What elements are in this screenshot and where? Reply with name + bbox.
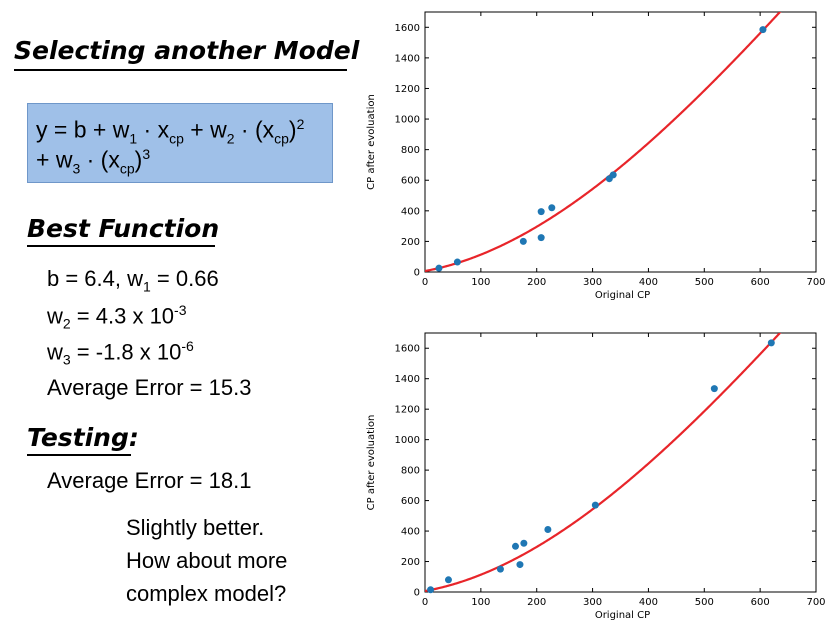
y-tick-label: 1200: [395, 405, 420, 416]
plot-frame: [424, 332, 817, 593]
data-point: [759, 26, 767, 34]
x-tick-label: 100: [471, 597, 490, 608]
y-tick-label: 1400: [395, 374, 420, 385]
data-point: [537, 234, 545, 242]
x-tick-label: 700: [806, 597, 825, 608]
scatter-plot-training: 0 100 200 300 400 500 600 700 0 200 400 600 800 1000 1…: [366, 11, 826, 301]
y-tick-label: 800: [401, 145, 420, 156]
slide-title-underline: [14, 69, 347, 71]
y-tick-label: 600: [401, 176, 420, 187]
x-tick-label: 100: [471, 277, 490, 288]
testing-average-error: Average Error = 18.1: [47, 468, 252, 493]
y-tick-label: 0: [414, 588, 420, 599]
data-point: [453, 258, 461, 266]
x-tick-label: 200: [527, 277, 546, 288]
slide-title: Selecting another Model: [14, 36, 360, 65]
data-point: [427, 586, 435, 594]
best-function-heading: Best Function: [27, 214, 220, 243]
training-average-error: Average Error = 15.3: [47, 375, 252, 400]
data-point: [767, 339, 775, 347]
data-point: [496, 565, 504, 573]
x-tick-label: 700: [806, 277, 825, 288]
x-tick-label: 300: [583, 277, 602, 288]
x-tick-label: 400: [639, 277, 658, 288]
y-tick-label: 800: [401, 466, 420, 477]
data-point: [520, 539, 528, 547]
scatter-plot-testing: 0 100 200 300 400 500 600 700 0 200 400 600 800 1000 1…: [366, 332, 826, 621]
y-tick-label: 200: [401, 237, 420, 248]
x-tick-label: 600: [751, 597, 770, 608]
plot-frame: [424, 11, 817, 273]
x-tick-label: 300: [583, 597, 602, 608]
data-point: [544, 526, 552, 534]
y-tick-label: 1400: [395, 53, 420, 64]
formula-box: y = b + w1 · xcp + w2 · (xcp)2 + w3 · (x…: [27, 103, 333, 183]
y-tick-label: 1600: [395, 23, 420, 34]
testing-underline: [27, 454, 131, 456]
y-tick-label: 1600: [395, 344, 420, 355]
y-tick-label: 1000: [395, 435, 420, 446]
comment-line-2: How about more: [126, 548, 288, 573]
x-tick-label: 500: [695, 277, 714, 288]
x-tick-label: 500: [695, 597, 714, 608]
x-tick-label: 0: [422, 597, 428, 608]
data-point: [609, 171, 617, 179]
data-point: [516, 561, 524, 569]
y-axis-label: CP after evoluation: [366, 94, 377, 190]
data-point: [591, 501, 599, 509]
data-point: [511, 542, 519, 550]
x-tick-label: 400: [639, 597, 658, 608]
x-tick-label: 600: [751, 277, 770, 288]
fit-curve: [425, 333, 782, 592]
y-tick-label: 600: [401, 496, 420, 507]
comment-line-3: complex model?: [126, 581, 287, 606]
comment-line-1: Slightly better.: [126, 515, 265, 540]
x-tick-label: 0: [422, 277, 428, 288]
best-function-underline: [27, 245, 215, 247]
x-axis-label: Original CP: [595, 610, 650, 621]
y-tick-label: 1000: [395, 115, 420, 126]
formula-line-1: y = b + w1 · xcp + w2 · (xcp)2: [36, 116, 305, 147]
data-point: [537, 208, 545, 216]
formula-line-2: + w3 · (xcp)3: [36, 146, 151, 177]
y-tick-label: 1200: [395, 84, 420, 95]
param-w2: w2 = 4.3 x 10-3: [47, 302, 187, 332]
param-w3: w3 = -1.8 x 10-6: [47, 338, 194, 368]
x-tick-label: 200: [527, 597, 546, 608]
x-axis-label: Original CP: [595, 290, 650, 301]
param-b-w1: b = 6.4, w1 = 0.66: [47, 266, 219, 295]
data-point: [548, 204, 556, 212]
y-tick-label: 0: [414, 268, 420, 279]
testing-heading: Testing:: [27, 423, 139, 452]
data-point: [435, 264, 443, 272]
y-tick-label: 200: [401, 557, 420, 568]
y-tick-label: 400: [401, 527, 420, 538]
y-axis-label: CP after evoluation: [366, 415, 377, 511]
data-point: [519, 237, 527, 245]
data-point: [444, 576, 452, 584]
y-tick-label: 400: [401, 206, 420, 217]
fit-curve: [425, 12, 782, 272]
data-point: [710, 385, 718, 393]
